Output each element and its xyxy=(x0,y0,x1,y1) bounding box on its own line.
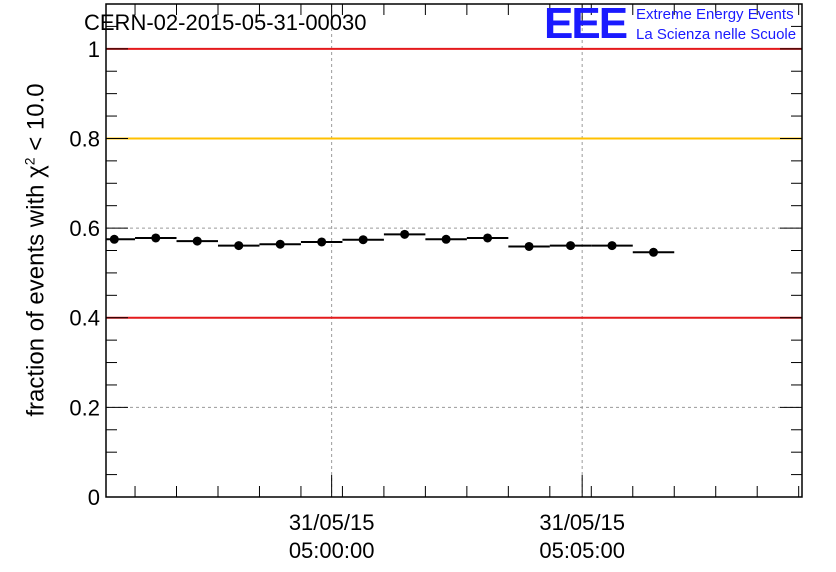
y-tick-label: 0 xyxy=(88,485,100,510)
data-point xyxy=(607,241,617,251)
data-point xyxy=(566,241,576,251)
x-tick-time: 05:05:00 xyxy=(539,538,625,563)
y-tick-label: 0.6 xyxy=(69,216,100,241)
x-tick-date: 31/05/15 xyxy=(289,510,375,535)
x-tick-date: 31/05/15 xyxy=(539,510,625,535)
data-point xyxy=(649,247,659,257)
data-point xyxy=(234,241,244,251)
data-point xyxy=(151,233,161,243)
x-tick-time: 05:00:00 xyxy=(289,538,375,563)
y-tick-label: 0.4 xyxy=(69,306,100,331)
data-point xyxy=(524,241,534,251)
y-tick-label: 0.2 xyxy=(69,395,100,420)
logo-line-2: La Scienza nelle Scuole xyxy=(636,26,797,43)
run-title: CERN-02-2015-05-31-00030 xyxy=(84,10,367,35)
logo-line-1: Extreme Energy Events xyxy=(636,6,794,23)
data-point xyxy=(192,236,202,246)
y-tick-label: 0.8 xyxy=(69,126,100,151)
data-point xyxy=(275,239,285,249)
data-point xyxy=(358,235,368,245)
data-point xyxy=(483,233,493,243)
data-point xyxy=(400,229,410,239)
y-tick-label: 1 xyxy=(88,37,100,62)
eee-logo-mark: EEE xyxy=(544,0,628,48)
data-point xyxy=(317,237,327,247)
y-axis-label-wrap: fraction of events with χ2 < 10.0 xyxy=(0,0,60,500)
y-axis-label: fraction of events with χ2 < 10.0 xyxy=(21,83,50,417)
data-point xyxy=(109,234,119,244)
plot-frame xyxy=(105,3,803,498)
data-point xyxy=(441,234,451,244)
